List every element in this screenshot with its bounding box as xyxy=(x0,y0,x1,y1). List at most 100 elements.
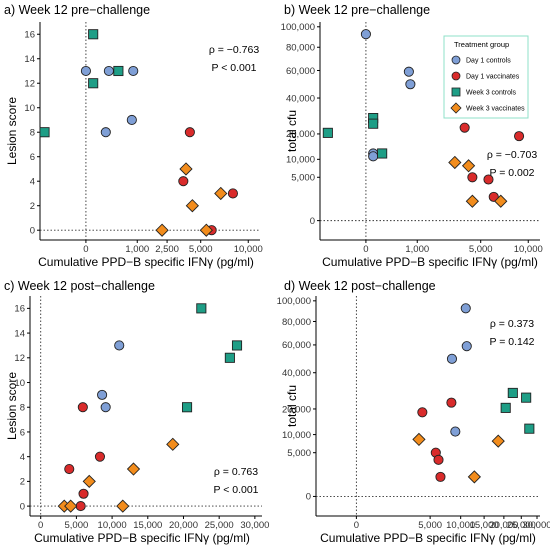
y-tick-label: 10 xyxy=(14,378,25,389)
data-point-day-1-vaccinates xyxy=(75,501,86,512)
y-axis-label: Lesion score xyxy=(5,97,19,165)
y-tick-label: 2 xyxy=(20,477,25,488)
correlation-stat: ρ = 0.763 xyxy=(214,466,258,478)
legend-marker xyxy=(451,55,461,65)
y-tick-label: 8 xyxy=(20,403,25,414)
panel-c: c) Week 12 post−challenge 0 5,000 10,000 15,… xyxy=(4,279,269,545)
legend: Treatment group Day 1 controls Day 1 vacci… xyxy=(443,35,529,119)
panel-a: a) Week 12 pre−challenge 0 1,000 2,500 5,000… xyxy=(4,3,263,269)
data-point-week-3-vaccinates xyxy=(412,432,426,447)
data-point-day-1-vaccinates xyxy=(459,122,470,133)
data-point-week-3-controls xyxy=(39,127,50,138)
data-point-day-1-vaccinates xyxy=(467,172,478,183)
y-tick-label: 16 xyxy=(14,304,25,315)
data-point-week-3-vaccinates xyxy=(166,437,180,451)
y-tick-label: 60,000 xyxy=(282,340,311,351)
data-point-week-3-vaccinates xyxy=(465,194,479,208)
data-point-week-3-vaccinates xyxy=(467,470,481,484)
y-tick-label: 4 xyxy=(20,452,25,463)
data-point-week-3-controls xyxy=(181,402,193,413)
x-tick-label: 0 xyxy=(363,244,368,255)
y-tick-label: 20,000 xyxy=(282,404,311,415)
y-tick-label: 40,000 xyxy=(286,93,315,104)
data-point-week-3-controls xyxy=(224,352,235,363)
y-tick-label: 10,000 xyxy=(286,155,315,166)
data-point-day-1-controls xyxy=(461,341,472,352)
data-point-day-1-controls xyxy=(126,114,137,126)
legend-marker xyxy=(451,87,461,97)
y-tick-label: 6 xyxy=(20,427,25,438)
data-point-week-3-vaccinates xyxy=(116,499,130,513)
x-axis-label: Cumulative PPD−B specific IFNγ (pg/ml) xyxy=(320,531,536,545)
data-point-week-3-vaccinates xyxy=(64,499,78,513)
data-point-day-1-controls xyxy=(100,127,111,138)
y-axis-label: total cfu xyxy=(285,110,299,152)
data-point-week-3-vaccinates xyxy=(494,194,508,208)
data-point-day-1-controls xyxy=(360,29,371,40)
correlation-stat: P < 0.001 xyxy=(213,484,258,496)
x-tick-label: 10,000 xyxy=(234,244,263,255)
panel-b: b) Week 12 pre−challenge 0 1,000 5,000 10,00… xyxy=(281,3,543,269)
x-tick-label: 20,000 xyxy=(169,520,198,531)
x-tick-label: 5,000 xyxy=(469,244,493,255)
data-point-week-3-vaccinates xyxy=(214,186,228,201)
correlation-stat: P < 0.001 xyxy=(211,62,256,74)
y-tick-label: 40,000 xyxy=(282,368,311,379)
y-tick-label: 4 xyxy=(30,177,35,188)
x-tick-label: 15,000 xyxy=(470,520,499,531)
x-tick-label: 0 xyxy=(83,244,88,255)
x-tick-label: 30,000 xyxy=(240,520,269,531)
data-point-week-3-controls xyxy=(524,423,535,434)
y-tick-label: 12 xyxy=(14,353,25,364)
y-axis-label: total cfu xyxy=(285,385,299,427)
data-point-day-1-vaccinates xyxy=(435,471,446,482)
data-point-week-3-controls xyxy=(231,340,243,351)
data-point-week-3-vaccinates xyxy=(199,223,213,237)
y-tick-label: 12 xyxy=(24,79,35,90)
x-axis-label: Cumulative PPD−B specific IFNγ (pg/ml) xyxy=(322,255,538,269)
data-point-day-1-controls xyxy=(446,353,458,364)
data-point-week-3-controls xyxy=(88,78,99,89)
y-tick-label: 0 xyxy=(20,501,25,512)
data-point-day-1-controls xyxy=(450,426,461,437)
data-point-day-1-controls xyxy=(100,402,111,413)
y-tick-label: 100,000 xyxy=(281,22,315,33)
data-point-day-1-vaccinates xyxy=(178,176,189,187)
data-point-week-3-controls xyxy=(368,118,379,129)
correlation-stat: P = 0.142 xyxy=(489,336,534,348)
y-tick-label: 10 xyxy=(24,103,35,114)
y-tick-label: 6 xyxy=(30,152,35,163)
data-point-day-1-vaccinates xyxy=(64,463,75,475)
data-point-week-3-vaccinates xyxy=(82,474,96,489)
data-point-day-1-controls xyxy=(97,389,108,400)
y-tick-label: 0 xyxy=(310,216,315,227)
x-tick-label: 1,000 xyxy=(125,244,149,255)
correlation-stat: ρ = 0.373 xyxy=(490,318,534,330)
x-tick-label: 5,000 xyxy=(65,520,89,531)
y-tick-label: 60,000 xyxy=(286,66,315,77)
data-point-day-1-vaccinates xyxy=(488,191,499,202)
data-point-week-3-vaccinates xyxy=(491,434,505,448)
data-point-week-3-vaccinates xyxy=(448,155,462,170)
data-point-day-1-vaccinates xyxy=(184,127,195,138)
x-axis-label: Cumulative PPD−B specific IFNγ (pg/ml) xyxy=(38,255,254,269)
x-tick-label: 0 xyxy=(38,520,43,531)
data-point-week-3-vaccinates xyxy=(126,462,141,476)
x-tick-label: 25,000 xyxy=(507,520,536,531)
x-tick-label: 20,000 xyxy=(489,520,518,531)
correlation-stat: ρ = −0.763 xyxy=(209,44,260,56)
data-point-day-1-controls xyxy=(368,151,379,162)
data-point-week-3-controls xyxy=(88,29,99,40)
y-tick-label: 0 xyxy=(30,226,35,237)
data-point-day-1-controls xyxy=(405,79,416,90)
data-point-week-3-vaccinates xyxy=(461,159,476,173)
data-point-day-1-vaccinates xyxy=(514,131,525,142)
x-tick-label: 0 xyxy=(354,520,359,531)
data-point-day-1-controls xyxy=(460,303,471,314)
data-point-week-3-vaccinates xyxy=(155,223,169,237)
y-tick-label: 14 xyxy=(14,328,25,339)
data-point-week-3-vaccinates xyxy=(179,162,193,176)
data-point-day-1-vaccinates xyxy=(446,397,457,408)
legend-label: Day 1 controls xyxy=(466,58,511,65)
x-tick-label: 10,000 xyxy=(446,520,475,531)
